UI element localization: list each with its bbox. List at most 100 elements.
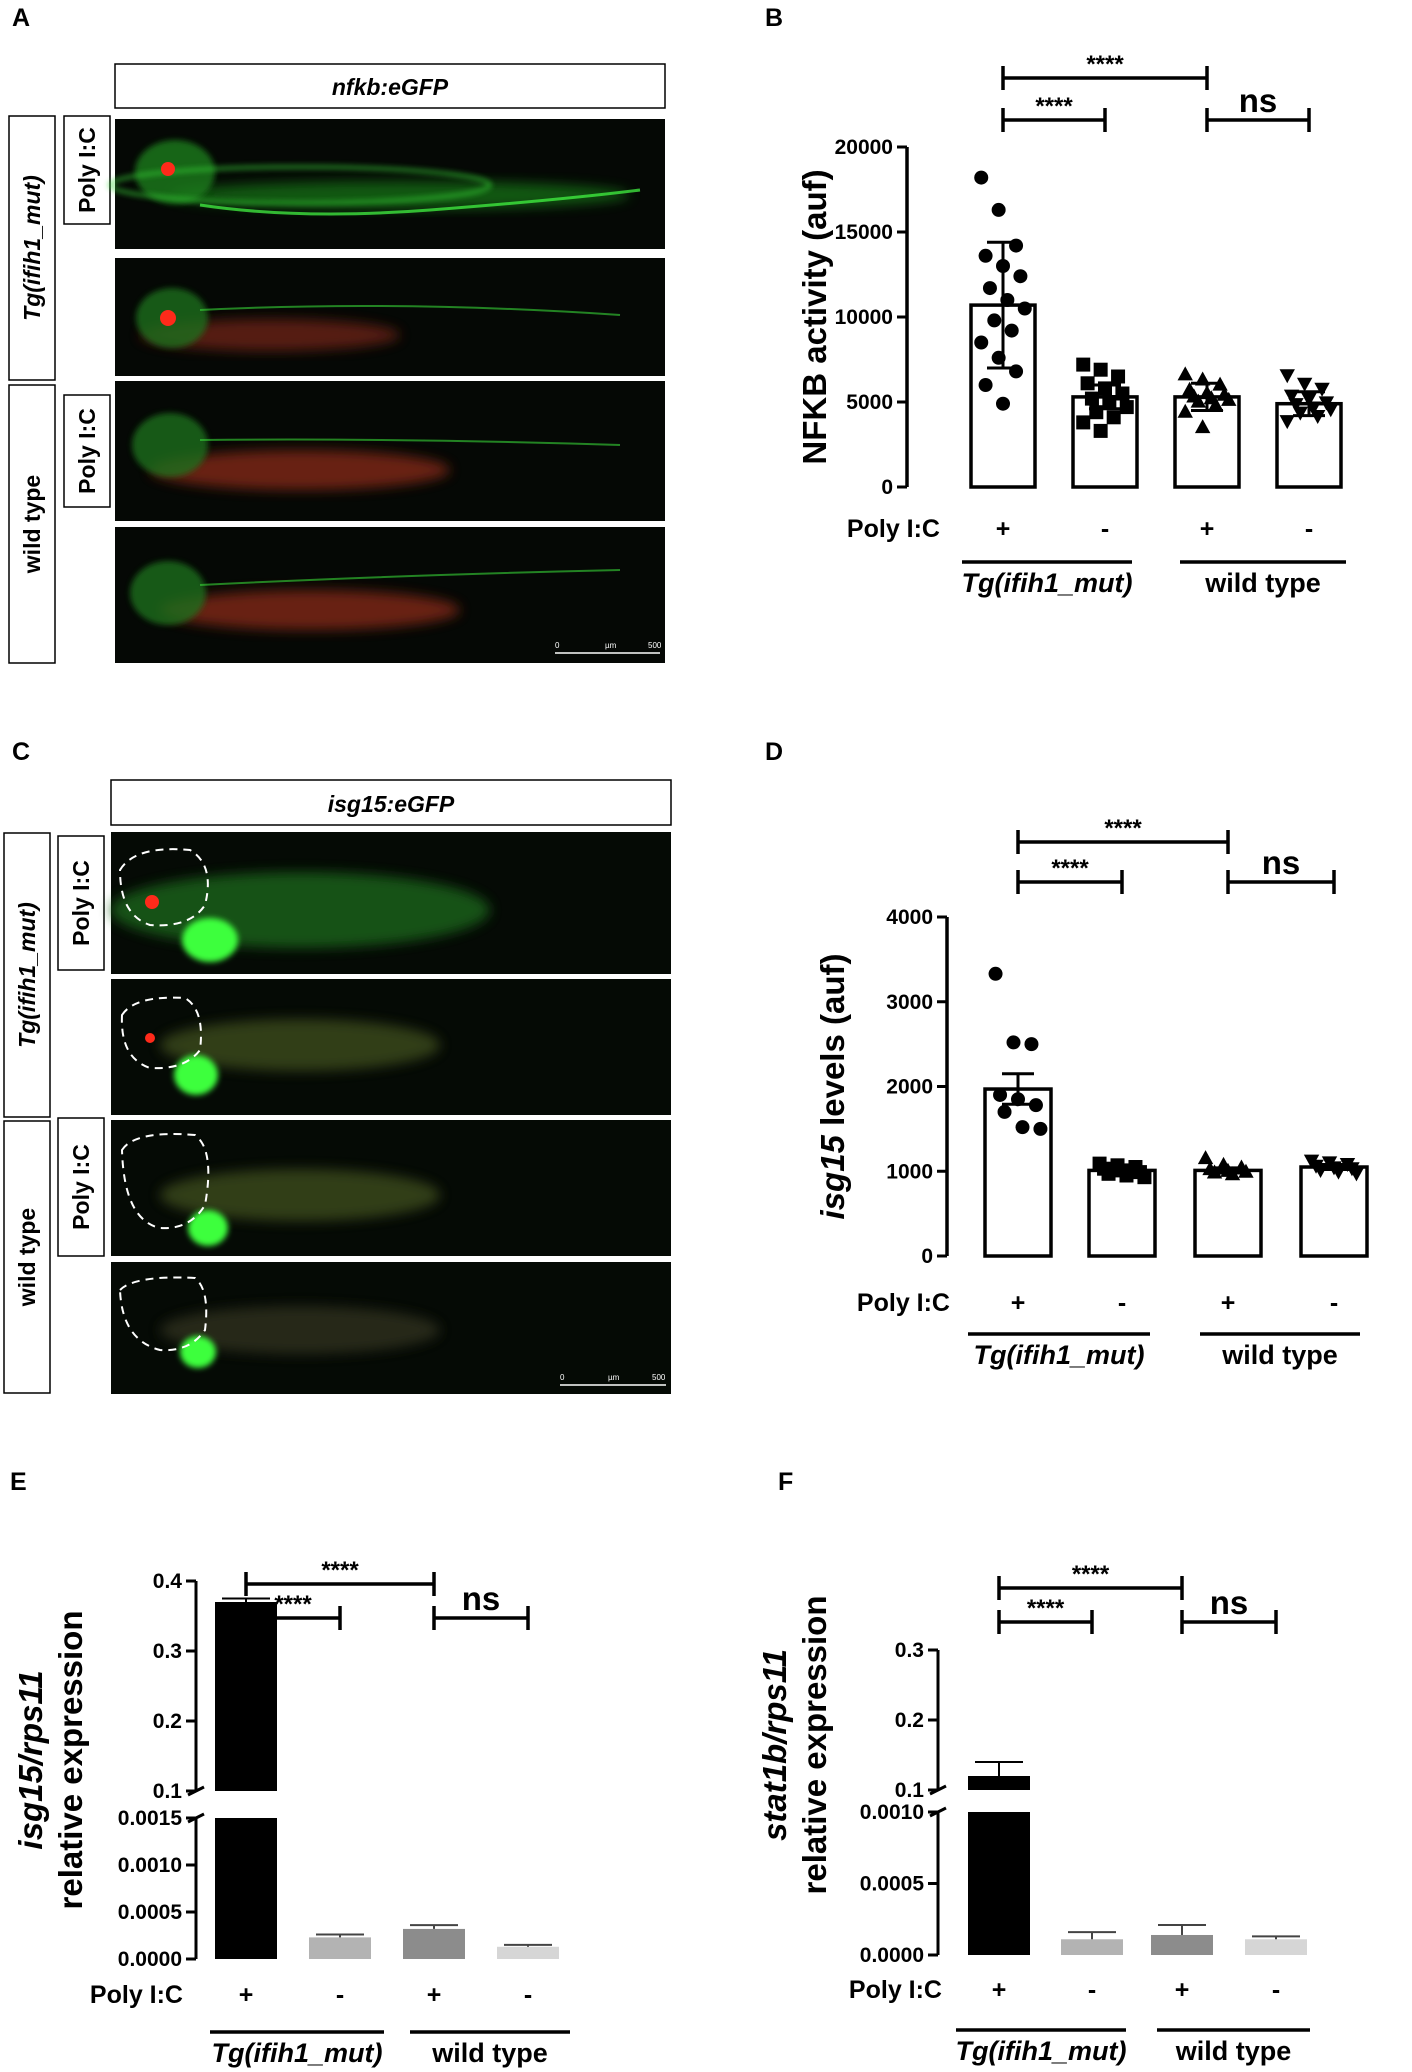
scale-bar-unit-c: µm [608, 1373, 620, 1382]
y-tick-label: 0.4 [153, 1570, 183, 1593]
panel-letter-b: B [765, 4, 783, 32]
sig-label-ns: ns [1262, 844, 1301, 881]
panel-letter-d: D [765, 738, 783, 766]
treatment-sign: - [1305, 515, 1313, 543]
data-point [1106, 410, 1121, 425]
y-axis-label: isg15 levels (auf) [814, 954, 851, 1220]
data-point [1292, 406, 1308, 421]
sig-label-ns: ns [1239, 82, 1278, 119]
bar-upper-segment [215, 1602, 277, 1791]
group-label-2: wild type [1221, 1340, 1338, 1370]
data-point [1190, 393, 1206, 408]
data-point [1093, 362, 1108, 377]
data-point [1084, 391, 1099, 406]
data-point [1006, 1035, 1021, 1050]
data-point [1323, 403, 1339, 418]
treatment-row-label: Poly I:C [90, 1981, 183, 2009]
treatment-sign: + [1175, 1976, 1190, 2004]
bar-lower-segment [215, 1818, 277, 1959]
y-tick-label: 0.2 [153, 1710, 182, 1733]
data-point [1102, 395, 1117, 409]
sig-label-main: **** [1072, 1561, 1110, 1588]
data-point [1301, 393, 1317, 407]
bar [983, 1087, 1053, 1258]
y-tick-label: 0.3 [895, 1639, 924, 1662]
bar [1087, 1168, 1157, 1258]
data-point [1194, 371, 1211, 386]
treatment-sign: + [239, 1981, 254, 2009]
data-point [1076, 357, 1091, 372]
data-point [1119, 400, 1134, 415]
panel-letter-e: E [10, 1468, 27, 1496]
y-axis-label: NFKB activity (auf) [796, 169, 833, 464]
group-label-1: Tg(ifih1_mut) [212, 2038, 383, 2068]
y-tick-label: 0.0015 [118, 1807, 183, 1830]
data-point [991, 350, 1006, 365]
sig-label-main: **** [1104, 815, 1142, 842]
group-label-1: Tg(ifih1_mut) [956, 2036, 1127, 2066]
data-point [987, 313, 1002, 328]
treat-box-c2 [57, 1117, 105, 1257]
y-tick-label: 0.0005 [860, 1873, 925, 1896]
data-point [1288, 398, 1304, 413]
data-point [1177, 366, 1193, 381]
data-point [1028, 1098, 1043, 1113]
treat-label-c2: Poly I:C [68, 1144, 94, 1230]
bar-lower-segment [968, 1812, 1030, 1955]
y-tick-label: 1000 [886, 1160, 933, 1183]
row-group-box-a2 [8, 384, 56, 664]
larva-image-a3 [115, 381, 665, 521]
data-point [988, 966, 1003, 981]
data-point [1137, 1170, 1152, 1185]
y-tick-label: 15000 [835, 221, 893, 244]
treatment-sign: - [1272, 1976, 1280, 2004]
sig-label-inner: **** [1051, 855, 1089, 882]
y-tick-label: 2000 [886, 1076, 933, 1099]
scale-bar-unit-a: µm [605, 641, 617, 650]
bar-upper-segment [968, 1776, 1030, 1790]
y-tick-label: 0.0000 [118, 1948, 182, 1971]
y-tick-label: 4000 [886, 906, 933, 929]
data-point [982, 281, 997, 296]
header-label-a: nfkb:eGFP [332, 74, 449, 100]
sig-label-main: **** [1086, 51, 1124, 78]
data-point [1080, 376, 1095, 391]
data-point [1013, 269, 1028, 284]
treatment-sign: - [524, 1981, 532, 2009]
row-group-box-c1 [3, 832, 51, 1118]
treatment-sign: - [1088, 1976, 1096, 2004]
treat-box-c1 [57, 835, 105, 971]
y-axis-label-top: isg15/rps11 [12, 1670, 49, 1849]
data-point [1330, 1165, 1347, 1180]
treatment-sign: + [1200, 515, 1215, 543]
y-tick-label: 10000 [835, 306, 893, 329]
data-point [978, 248, 993, 263]
group-label-1: Tg(ifih1_mut) [974, 1340, 1145, 1370]
data-point [1024, 1037, 1039, 1052]
data-point [1305, 401, 1322, 416]
treat-box-a1 [63, 115, 111, 225]
header-box-c [110, 779, 672, 826]
data-point [1115, 386, 1130, 401]
treatment-sign: + [1011, 1289, 1026, 1317]
treatment-sign: + [996, 515, 1011, 543]
data-point [1076, 415, 1091, 430]
data-point [1033, 1121, 1048, 1136]
group-label-1: Tg(ifih1_mut) [962, 568, 1133, 598]
sig-label-inner: **** [274, 1591, 312, 1618]
data-point [1011, 1092, 1025, 1107]
data-point [1206, 1164, 1223, 1179]
data-point [997, 1104, 1012, 1119]
larva-image-c3 [111, 1120, 671, 1256]
data-point [1009, 364, 1024, 379]
chart-e: 0.1 0.2 0.3 0.4 0.0000 0.0005 0.0010 0.0015 isg1… [12, 1557, 570, 2068]
treat-box-a2 [63, 394, 111, 508]
y-tick-label: 0 [881, 476, 893, 499]
bar [1071, 395, 1139, 489]
y-tick-label: 0.0000 [860, 1944, 924, 1967]
data-point [991, 202, 1006, 217]
data-point [996, 396, 1010, 411]
row-group-box-a1 [8, 115, 56, 381]
data-point [1000, 293, 1015, 307]
data-point [978, 378, 993, 392]
